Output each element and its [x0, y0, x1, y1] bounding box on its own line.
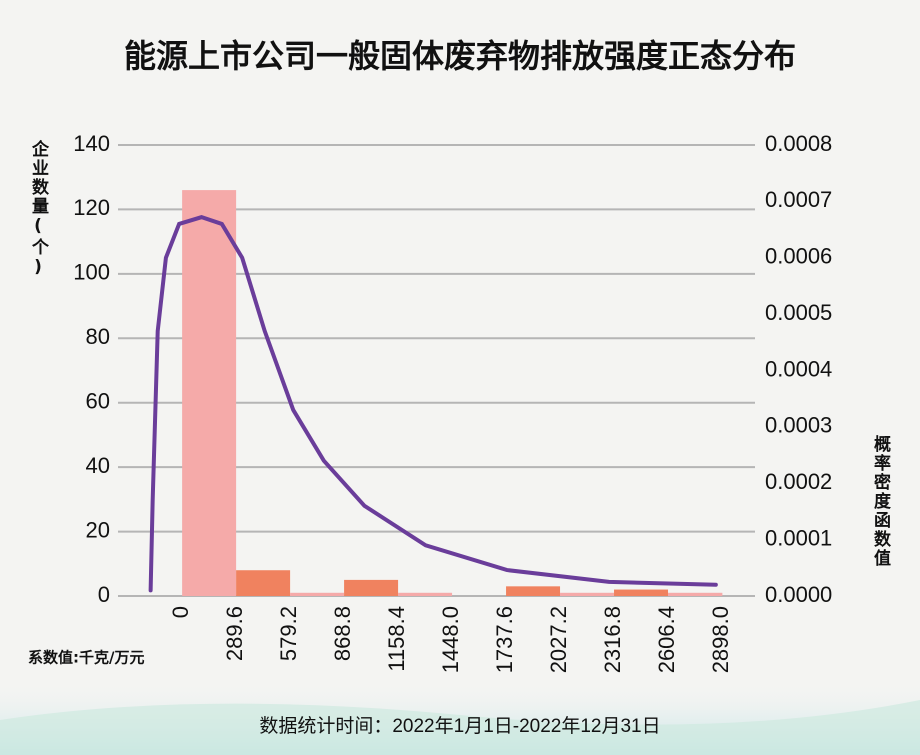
y-axis-label: 企业数量(个)	[28, 139, 50, 279]
density-curve	[148, 215, 718, 593]
histogram-bar	[236, 570, 291, 596]
histogram-bar	[668, 592, 723, 596]
y-tick-label: 140	[73, 131, 110, 156]
unit-note: 系数值:千克/万元	[28, 649, 144, 667]
histogram-bar	[560, 592, 615, 596]
y-tick-label: 20	[86, 517, 110, 542]
x-tick-label: 289.6	[222, 606, 247, 661]
x-tick-label: 2898.0	[708, 606, 733, 673]
x-tick-label: 1448.0	[438, 606, 463, 673]
y2-tick-label: 0.0003	[765, 413, 832, 438]
footer-text: 数据统计时间：2022年1月1日-2022年12月31日	[259, 715, 660, 737]
chart-title: 能源上市公司一般固体废弃物排放强度正态分布	[124, 37, 796, 75]
histogram-bar	[182, 190, 237, 596]
x-tick-label: 2316.8	[600, 606, 625, 673]
histogram-bar	[506, 586, 561, 596]
histogram-bar	[290, 592, 345, 596]
y2-tick-label: 0.0001	[765, 525, 832, 550]
y2-tick-label: 0.0007	[765, 187, 832, 212]
x-tick-label: 868.8	[330, 606, 355, 661]
y2-tick-label: 0.0004	[765, 356, 832, 381]
y-tick-label: 80	[86, 324, 110, 349]
decor-wave	[0, 700, 920, 755]
x-tick-label: 2027.2	[546, 606, 571, 673]
y-tick-label: 40	[86, 453, 110, 478]
y2-tick-label: 0.0006	[765, 244, 832, 269]
x-tick-label: 579.2	[276, 606, 301, 661]
y2-tick-label: 0.0005	[765, 300, 832, 325]
y-tick-label: 120	[73, 195, 110, 220]
x-tick-label: 1737.6	[492, 606, 517, 673]
y2-tick-label: 0.0002	[765, 469, 832, 494]
y-tick-label: 100	[73, 260, 110, 285]
histogram-bar	[614, 589, 669, 596]
histogram-bar	[398, 592, 453, 596]
histogram-bar	[344, 579, 399, 596]
x-tick-label: 0	[168, 606, 193, 618]
x-tick-label: 1158.4	[384, 606, 409, 672]
y-tick-label: 60	[86, 389, 110, 414]
y2-tick-label: 0.0008	[765, 131, 832, 156]
y2-axis-label: 概率密度函数值	[870, 434, 891, 568]
x-tick-label: 2606.4	[654, 606, 679, 673]
y2-tick-label: 0.0000	[765, 582, 832, 607]
y-tick-label: 0	[98, 582, 110, 607]
